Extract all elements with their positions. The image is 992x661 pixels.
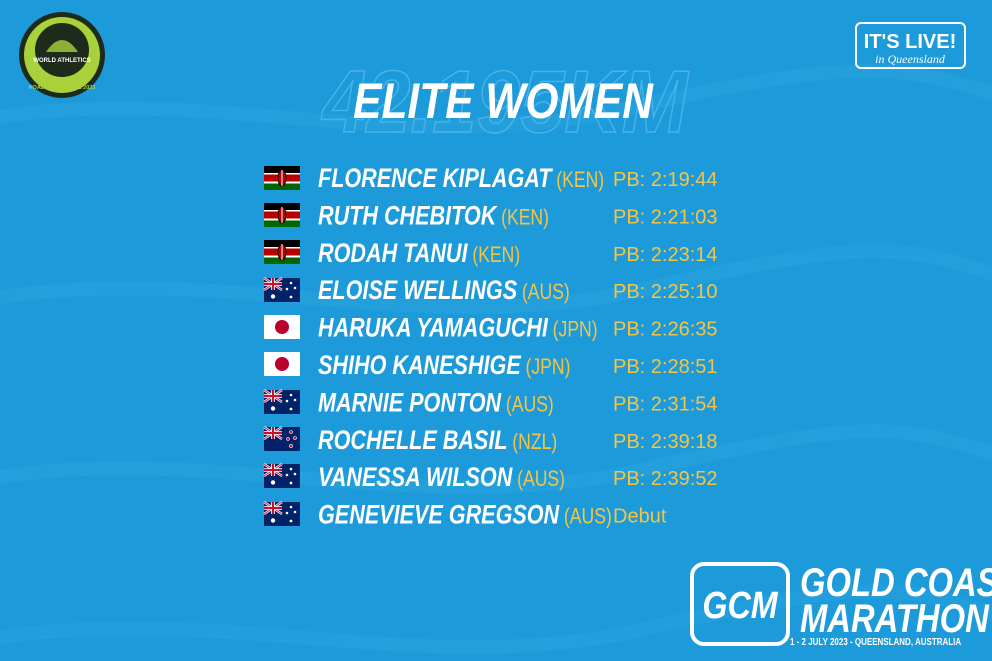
athlete-country: (AUS): [517, 467, 565, 491]
background-waves: [0, 64, 992, 655]
athlete-pb: PB: 2:25:10: [613, 281, 718, 303]
flag: [264, 502, 300, 526]
its-live-logo: IT'S LIVE! in Queensland: [855, 22, 966, 69]
logo-label: ROAD RACE LABEL 2023: [29, 85, 96, 91]
athlete-pb: PB: 2:28:51: [613, 356, 718, 378]
flag: [264, 390, 300, 414]
athlete-country: (AUS): [564, 505, 612, 529]
athlete-country: (JPN): [526, 355, 571, 379]
athlete-text: HARUKA YAMAGUCHI (JPN): [318, 313, 598, 343]
athlete-row: ROCHELLE BASIL (NZL): [318, 426, 557, 456]
athlete-pb: PB: 2:39:52: [613, 468, 718, 490]
flag: [264, 278, 300, 302]
logo-name: WORLD ATHLETICS: [33, 58, 90, 64]
athlete-row: FLORENCE KIPLAGAT (KEN): [318, 164, 604, 194]
athlete-pb: Debut: [613, 506, 667, 528]
logo-headline: IT'S LIVE!: [864, 31, 957, 53]
athlete-text: GENEVIEVE GREGSON (AUS): [318, 500, 612, 530]
athlete-row: VANESSA WILSON (AUS): [318, 463, 565, 493]
athlete-text: ELOISE WELLINGS (AUS): [318, 276, 570, 306]
logo-tagline: in Queensland: [875, 52, 946, 66]
athlete-pb: PB: 2:31:54: [613, 393, 718, 415]
athlete-name: ROCHELLE BASIL: [318, 426, 508, 456]
athlete-name: MARNIE PONTON: [318, 388, 502, 418]
athlete-name: SHIHO KANESHIGE: [318, 351, 521, 381]
athlete-text: RODAH TANUI (KEN): [318, 239, 520, 269]
logo-dates: 1 - 2 JULY 2023 - QUEENSLAND, AUSTRALIA: [790, 636, 962, 647]
athlete-row: RODAH TANUI (KEN): [318, 239, 520, 269]
athlete-country: (KEN): [501, 206, 549, 230]
athlete-name: GENEVIEVE GREGSON: [318, 500, 560, 530]
athlete-text: ROCHELLE BASIL (NZL): [318, 426, 557, 456]
background-distance: 42.195KM: [320, 52, 689, 151]
title: ELITE WOMEN: [353, 73, 654, 129]
athlete-text: FLORENCE KIPLAGAT (KEN): [318, 164, 604, 194]
world-athletics-logo: WORLD ATHLETICS ROAD RACE LABEL 2023: [19, 12, 105, 98]
flag: [264, 315, 300, 339]
athlete-text: VANESSA WILSON (AUS): [318, 463, 565, 493]
flag: [263, 165, 301, 191]
athlete-row: HARUKA YAMAGUCHI (JPN): [318, 313, 598, 343]
athlete-text: MARNIE PONTON (AUS): [318, 388, 554, 418]
gcm-logo: GCM GOLD COAST MARATHON 1 - 2 JULY 2023 …: [690, 560, 992, 647]
athlete-row: MARNIE PONTON (AUS): [318, 388, 554, 418]
athlete-pb: PB: 2:26:35: [613, 319, 718, 341]
athlete-row: GENEVIEVE GREGSON (AUS): [318, 500, 612, 530]
athlete-name: HARUKA YAMAGUCHI: [318, 313, 549, 343]
athlete-country: (NZL): [512, 430, 557, 454]
athlete-name: VANESSA WILSON: [318, 463, 514, 493]
athlete-pb: PB: 2:39:18: [613, 431, 718, 453]
athlete-row: ELOISE WELLINGS (AUS): [318, 276, 570, 306]
athlete-name: ELOISE WELLINGS: [318, 276, 518, 306]
athlete-country: (JPN): [553, 318, 598, 342]
logo-line2: MARATHON: [800, 596, 990, 641]
athlete-country: (KEN): [556, 168, 604, 192]
athlete-country: (AUS): [522, 280, 570, 304]
flag: [264, 352, 300, 376]
athlete-row: SHIHO KANESHIGE (JPN): [318, 351, 570, 381]
athlete-name: RUTH CHEBITOK: [318, 201, 498, 231]
athlete-pb: PB: 2:19:44: [613, 169, 718, 191]
athlete-name: RODAH TANUI: [318, 239, 469, 269]
athlete-text: RUTH CHEBITOK (KEN): [318, 201, 549, 231]
athlete-text: SHIHO KANESHIGE (JPN): [318, 351, 570, 381]
flag: [264, 464, 300, 488]
athlete-pb: PB: 2:23:14: [613, 244, 718, 266]
athlete-row: RUTH CHEBITOK (KEN): [318, 201, 549, 231]
flag: [263, 202, 301, 228]
logo-line1: GOLD COAST: [800, 560, 992, 605]
athlete-country: (AUS): [506, 393, 554, 417]
athlete-name: FLORENCE KIPLAGAT: [318, 164, 553, 194]
logo-monogram: GCM: [702, 585, 778, 627]
flag: [264, 427, 300, 451]
athlete-country: (KEN): [472, 243, 520, 267]
athlete-pb: PB: 2:21:03: [613, 206, 718, 228]
flag: [263, 239, 301, 265]
